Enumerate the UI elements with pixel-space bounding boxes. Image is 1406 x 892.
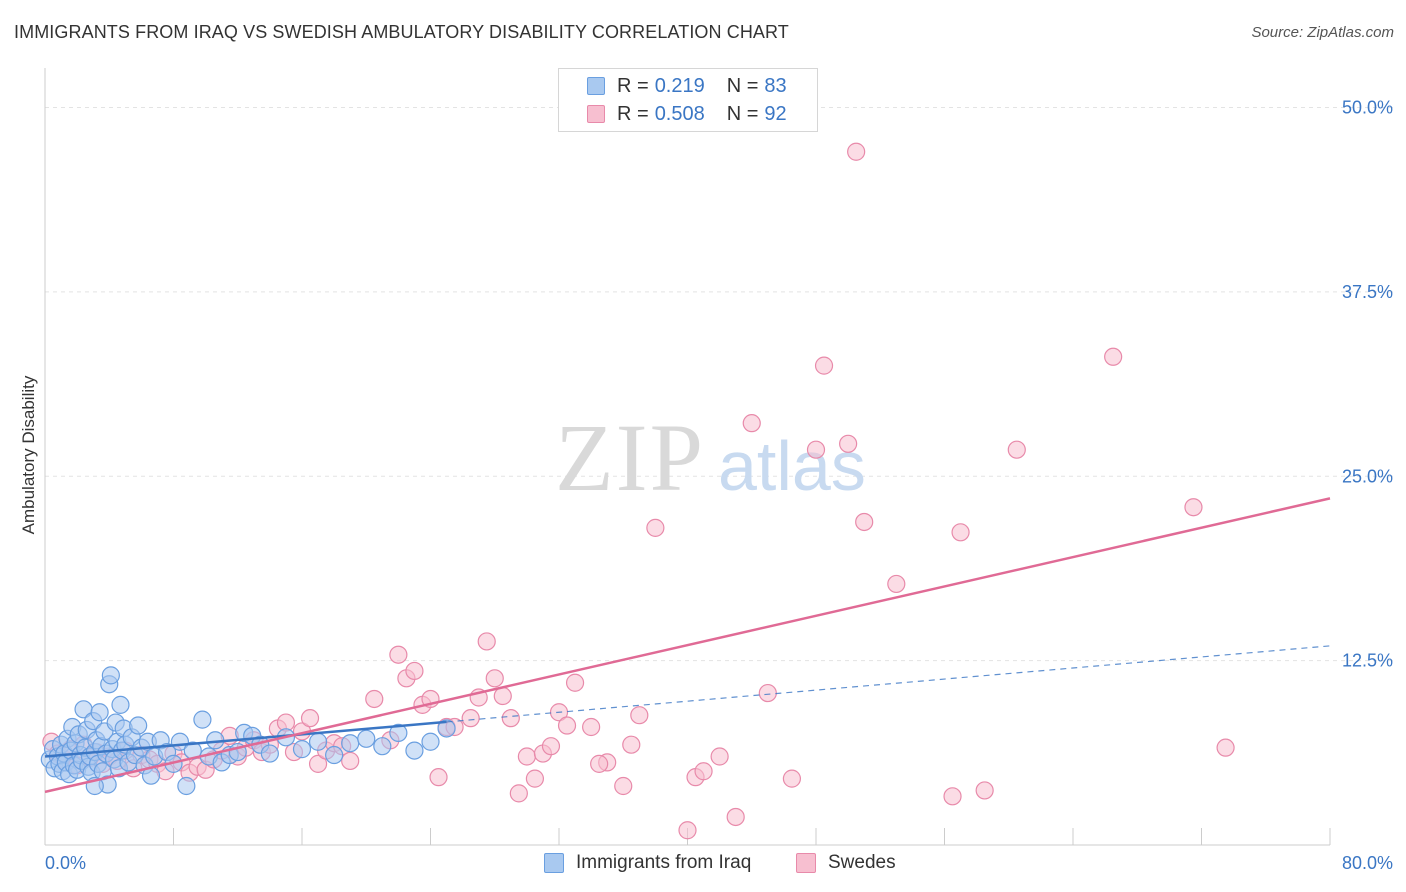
data-point-iraq: [325, 745, 344, 765]
data-point-iraq: [101, 666, 120, 685]
source-label: Source: ZipAtlas.com: [1251, 24, 1394, 41]
data-point-iraq: [292, 740, 312, 759]
data-point-iraq: [111, 695, 130, 714]
data-point-swedes: [493, 686, 512, 706]
data-point-swedes: [501, 709, 520, 728]
data-point-swedes: [678, 821, 697, 840]
chart-title: IMMIGRANTS FROM IRAQ VS SWEDISH AMBULATO…: [14, 22, 789, 42]
x-tick-label: 80.0%: [1342, 853, 1393, 873]
legend-n-value: 92: [764, 102, 787, 125]
data-point-swedes: [847, 142, 866, 161]
data-point-swedes: [477, 632, 496, 651]
data-point-swedes: [855, 512, 874, 532]
data-point-swedes: [517, 747, 536, 766]
data-point-swedes: [622, 735, 641, 754]
legend-row-swedes: R = 0.508 N = 92: [587, 101, 787, 127]
gridlines: [45, 107, 1393, 662]
data-point-swedes: [509, 784, 528, 803]
data-point-iraq: [341, 734, 360, 753]
legend-label-iraq: Immigrants from Iraq: [576, 852, 752, 873]
legend-r-label: R =: [617, 74, 649, 97]
data-point-swedes: [806, 440, 826, 459]
data-point-swedes: [839, 434, 858, 453]
trend-line-iraq: [44, 720, 447, 758]
data-point-swedes: [365, 689, 384, 709]
data-point-iraq: [177, 776, 196, 796]
legend-swatch-iraq: [544, 853, 564, 873]
data-point-swedes: [1104, 347, 1123, 366]
y-tick-label: 50.0%: [1342, 98, 1393, 118]
data-point-iraq: [437, 719, 456, 738]
legend-item-iraq: Immigrants from Iraq: [544, 852, 751, 874]
legend-swatch-swedes: [796, 853, 816, 873]
data-point-swedes: [943, 787, 962, 806]
data-point-swedes: [646, 518, 665, 537]
data-point-swedes: [782, 769, 802, 788]
data-point-swedes: [814, 356, 834, 375]
data-point-swedes: [742, 414, 761, 433]
y-tick-label: 25.0%: [1342, 466, 1393, 486]
tick-labels: 12.5% 25.0% 37.5% 50.0% 0.0% 80.0%: [45, 98, 1393, 874]
data-point-swedes: [1184, 498, 1203, 517]
data-point-swedes: [630, 706, 649, 725]
series-legend: Immigrants from Iraq Swedes: [0, 852, 1406, 878]
data-point-iraq: [193, 710, 212, 729]
legend-swatch-iraq: [587, 77, 605, 95]
data-point-swedes: [461, 709, 480, 728]
data-point-iraq: [129, 716, 148, 735]
data-point-swedes: [887, 574, 906, 594]
data-point-swedes: [694, 762, 713, 781]
legend-label-swedes: Swedes: [828, 852, 896, 873]
data-point-swedes: [389, 645, 408, 664]
data-point-swedes: [485, 669, 504, 688]
legend-n-label: N =: [726, 102, 759, 125]
legend-r-label: R =: [617, 102, 649, 125]
data-point-iraq: [405, 741, 424, 760]
data-point-swedes: [541, 737, 561, 756]
data-point-swedes: [308, 754, 328, 773]
data-point-swedes: [341, 751, 360, 771]
y-axis-label: Ambulatory Disability: [19, 375, 38, 534]
data-point-swedes: [300, 709, 320, 728]
data-point-swedes: [405, 661, 424, 681]
data-point-swedes: [614, 776, 633, 796]
data-point-swedes: [557, 716, 577, 735]
legend-row-iraq: R = 0.219 N = 83: [587, 73, 787, 99]
data-point-swedes: [565, 673, 585, 692]
data-point-swedes: [710, 747, 729, 766]
data-point-swedes: [726, 807, 745, 827]
data-point-swedes: [975, 781, 994, 800]
legend-n-label: N =: [726, 74, 759, 97]
y-tick-label: 37.5%: [1342, 282, 1393, 302]
data-point-swedes: [951, 523, 970, 542]
legend-swatch-swedes: [587, 105, 605, 123]
data-point-swedes: [758, 683, 777, 703]
correlation-legend: R = 0.219 N = 83 R = 0.508 N = 92: [558, 68, 818, 132]
data-point-swedes: [1007, 440, 1026, 459]
data-point-iraq: [389, 723, 408, 743]
data-point-iraq: [90, 703, 109, 722]
trend-lines: [44, 497, 1331, 794]
trend-line-iraq-extrapolated: [446, 645, 1331, 723]
x-tick-label: 0.0%: [45, 853, 86, 873]
data-point-swedes: [590, 754, 609, 773]
data-point-swedes: [525, 769, 545, 788]
data-point-swedes: [582, 717, 601, 737]
watermark-zip: ZIP: [555, 404, 705, 511]
series-immigrants-from-iraq: [40, 666, 456, 796]
data-point-iraq: [308, 732, 328, 751]
legend-item-swedes: Swedes: [796, 852, 896, 874]
y-tick-label: 12.5%: [1342, 651, 1393, 671]
trend-line-swedes: [44, 497, 1331, 794]
legend-r-value: 0.219: [654, 74, 705, 97]
data-point-iraq: [421, 732, 440, 751]
data-point-iraq: [357, 729, 376, 748]
legend-n-value: 83: [764, 74, 787, 97]
data-point-iraq: [373, 737, 392, 756]
data-point-iraq: [260, 744, 279, 763]
data-point-swedes: [1216, 738, 1235, 757]
legend-r-value: 0.508: [654, 102, 705, 125]
data-point-swedes: [429, 768, 448, 787]
